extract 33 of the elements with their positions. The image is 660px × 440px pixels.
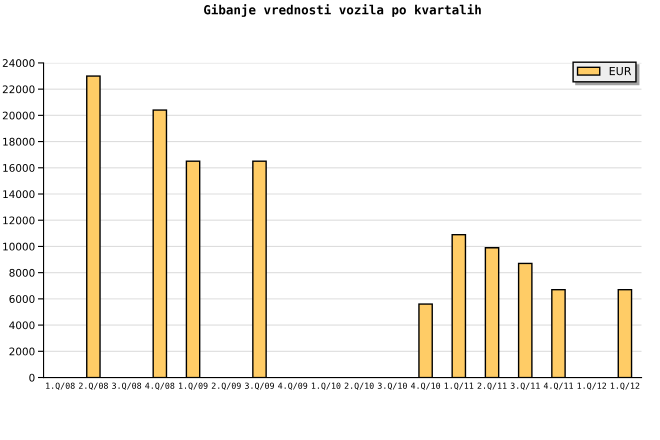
y-tick-label: 24000 xyxy=(2,59,35,68)
y-tick-label: 16000 xyxy=(3,164,35,172)
y-tick-label: 0 xyxy=(29,374,35,382)
x-tick-label: 3.Q/08 xyxy=(112,382,142,390)
x-tick-label: 2.Q/11 xyxy=(478,382,507,390)
x-tick-label: 3.Q/10 xyxy=(378,382,407,390)
y-tick-label: 6000 xyxy=(9,295,35,303)
y-tick-label: 22000 xyxy=(2,85,35,94)
x-tick-label: 4.Q/08 xyxy=(145,382,174,390)
legend-label: EUR xyxy=(610,66,632,76)
y-tick-label: 10000 xyxy=(3,242,35,251)
x-tick-label: 1.Q/12 xyxy=(610,382,640,390)
y-tick-label: 4000 xyxy=(9,321,35,330)
x-tick-label: 2.Q/09 xyxy=(212,382,241,390)
y-tick-label: 18000 xyxy=(3,138,35,146)
y-tick-label: 2000 xyxy=(9,348,35,356)
x-tick-label: 4.Q/09 xyxy=(278,382,308,390)
x-tick-label: 1.Q/09 xyxy=(179,382,208,390)
y-tick-label: 8000 xyxy=(9,268,35,277)
x-tick-label: 3.Q/09 xyxy=(244,382,274,390)
x-tick-label: 3.Q/11 xyxy=(510,382,540,390)
x-tick-label: 4.Q/10 xyxy=(410,382,440,390)
y-tick-label: 12000 xyxy=(3,216,35,224)
x-tick-label: 1.Q/10 xyxy=(312,382,340,390)
chart-title: Gibanje vrednosti vozila po kvartalih xyxy=(204,4,481,17)
x-tick-label: 4.Q/11 xyxy=(544,382,573,390)
y-tick-label: 20000 xyxy=(2,112,35,120)
x-tick-label: 2.Q/10 xyxy=(344,382,374,390)
x-tick-label: 1.Q/12 xyxy=(578,382,606,390)
y-tick-label: 14000 xyxy=(3,190,35,198)
x-tick-label: 1.Q/08 xyxy=(46,382,75,390)
x-tick-label: 2.Q/08 xyxy=(78,382,108,390)
x-tick-label: 1.Q/11 xyxy=(444,382,474,390)
